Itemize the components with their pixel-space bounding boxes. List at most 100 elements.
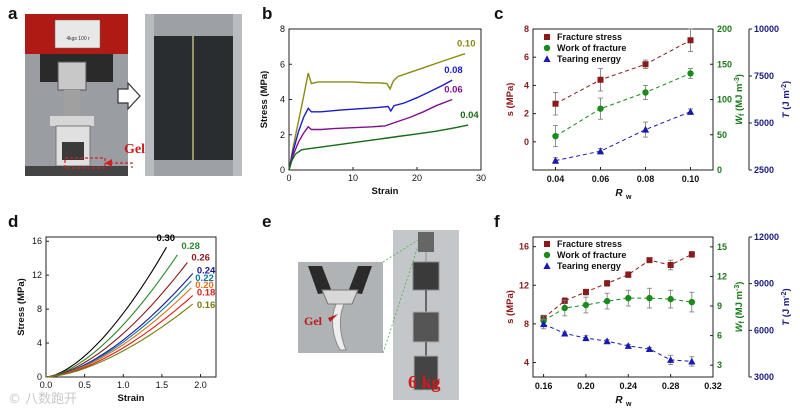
legend-marker [544, 34, 550, 40]
series-line-0.30 [45, 246, 167, 378]
legend-marker [543, 55, 551, 62]
watermark: © 八数跑开 [8, 392, 78, 407]
y-tick-label-far: 12000 [754, 232, 779, 242]
chart-f-frame [532, 236, 714, 378]
y-axis-label-right: Wf (MJ m-3) [734, 282, 746, 333]
data-point [561, 304, 568, 312]
y-tick-label-right: 15 [717, 242, 727, 252]
data-point [687, 37, 694, 44]
x-tick-label: 1.0 [117, 380, 130, 390]
y-tick-label: 8 [280, 24, 285, 34]
y-tick-label-far: 7500 [754, 71, 774, 81]
x-tick-label: 0.08 [637, 174, 655, 184]
y-tick-label-right: 50 [717, 130, 727, 140]
data-point [642, 89, 649, 96]
data-point [551, 156, 560, 164]
series-label-0.30: 0.30 [157, 233, 176, 244]
x-axis-label-sub: w [625, 401, 632, 408]
series-label-0.26: 0.26 [191, 252, 210, 263]
data-point [596, 147, 605, 155]
y-tick-label-right: 100 [717, 95, 732, 105]
x-axis-label: R [615, 188, 623, 199]
gel-label-a: Gel [124, 142, 145, 157]
y-tick-label: 8 [37, 304, 42, 314]
data-point [667, 295, 674, 303]
y-tick-label-far: 3000 [754, 372, 774, 382]
data-point [603, 337, 611, 345]
data-point [552, 100, 559, 107]
y-tick-label: 0 [280, 165, 285, 175]
data-point [642, 61, 649, 68]
y-axis-label-right: Wf (MJ m-3) [734, 74, 746, 125]
y-tick-label-far: 9000 [754, 279, 774, 289]
panel-label-e: e [262, 212, 272, 231]
y-tick-label-left: 4 [524, 80, 529, 90]
legend-label: Fracture stress [557, 239, 622, 249]
legend-label: Work of fracture [557, 250, 626, 260]
y-tick-label-right: 0 [717, 165, 722, 175]
legend-label: Fracture stress [557, 32, 622, 42]
y-tick-label-far: 10000 [754, 24, 779, 34]
series-line-0.28 [45, 254, 178, 378]
data-point [624, 342, 632, 349]
data-point [688, 251, 695, 258]
x-tick-label: 0.5 [78, 380, 91, 390]
series-line-0.20 [45, 287, 192, 378]
data-point [582, 334, 590, 342]
series-line-0.08 [288, 79, 453, 171]
panel-label-b: b [262, 4, 273, 23]
x-axis-label: Strain [118, 393, 145, 404]
data-point [625, 271, 632, 278]
y-tick-label-far: 6000 [754, 325, 774, 335]
x-tick-label: 0.10 [682, 174, 700, 184]
y-tick-label-left: 12 [519, 280, 529, 290]
series-label-0.06: 0.06 [444, 85, 463, 96]
data-point [667, 356, 675, 363]
gel-label-e: Gel [304, 314, 322, 328]
x-tick-label: 2.0 [194, 380, 207, 390]
trend-line-1 [543, 297, 692, 322]
panel-label-c: c [494, 4, 504, 23]
y-axis-label-far: T (J m-2) [781, 81, 792, 118]
trend-line-2 [543, 323, 692, 362]
data-point [687, 70, 694, 77]
legend-marker [544, 241, 550, 247]
y-tick-label: 4 [280, 95, 285, 105]
panel-label-f: f [494, 212, 500, 231]
series-label-0.10: 0.10 [457, 39, 476, 50]
data-point [625, 294, 632, 302]
y-tick-label-far: 2500 [754, 165, 774, 175]
series-line-0.06 [288, 98, 453, 171]
y-tick-label: 12 [32, 270, 42, 280]
series-line-0.26 [45, 262, 188, 378]
data-point [646, 257, 653, 264]
x-axis-label: R [615, 395, 623, 406]
y-tick-label: 2 [280, 130, 285, 140]
data-point [561, 329, 569, 337]
x-tick-label: 0.28 [662, 381, 680, 391]
legend-label: Tearing energy [557, 261, 621, 271]
y-tick-label-left: 8 [524, 319, 529, 329]
y-tick-label: 0 [37, 372, 42, 382]
x-tick-label: 30 [476, 173, 486, 183]
data-point [582, 289, 589, 296]
data-point [603, 297, 611, 305]
series-label-0.20: 0.20 [195, 280, 214, 291]
y-tick-label-left: 8 [524, 24, 529, 34]
y-tick-label-left: 16 [519, 242, 529, 252]
chart-d-frame [45, 236, 217, 378]
series-label-0.18: 0.18 [197, 288, 216, 299]
y-tick-label-right: 3 [717, 360, 722, 370]
data-point [688, 298, 696, 306]
data-point [667, 262, 674, 268]
series-label-0.24: 0.24 [197, 265, 216, 276]
series-line-0.10 [288, 53, 466, 171]
y-tick-label-left: 0 [524, 137, 529, 147]
x-tick-label: 0.20 [577, 381, 595, 391]
data-point [604, 280, 611, 287]
legend-marker [543, 262, 551, 269]
series-line-0.16 [45, 303, 194, 378]
